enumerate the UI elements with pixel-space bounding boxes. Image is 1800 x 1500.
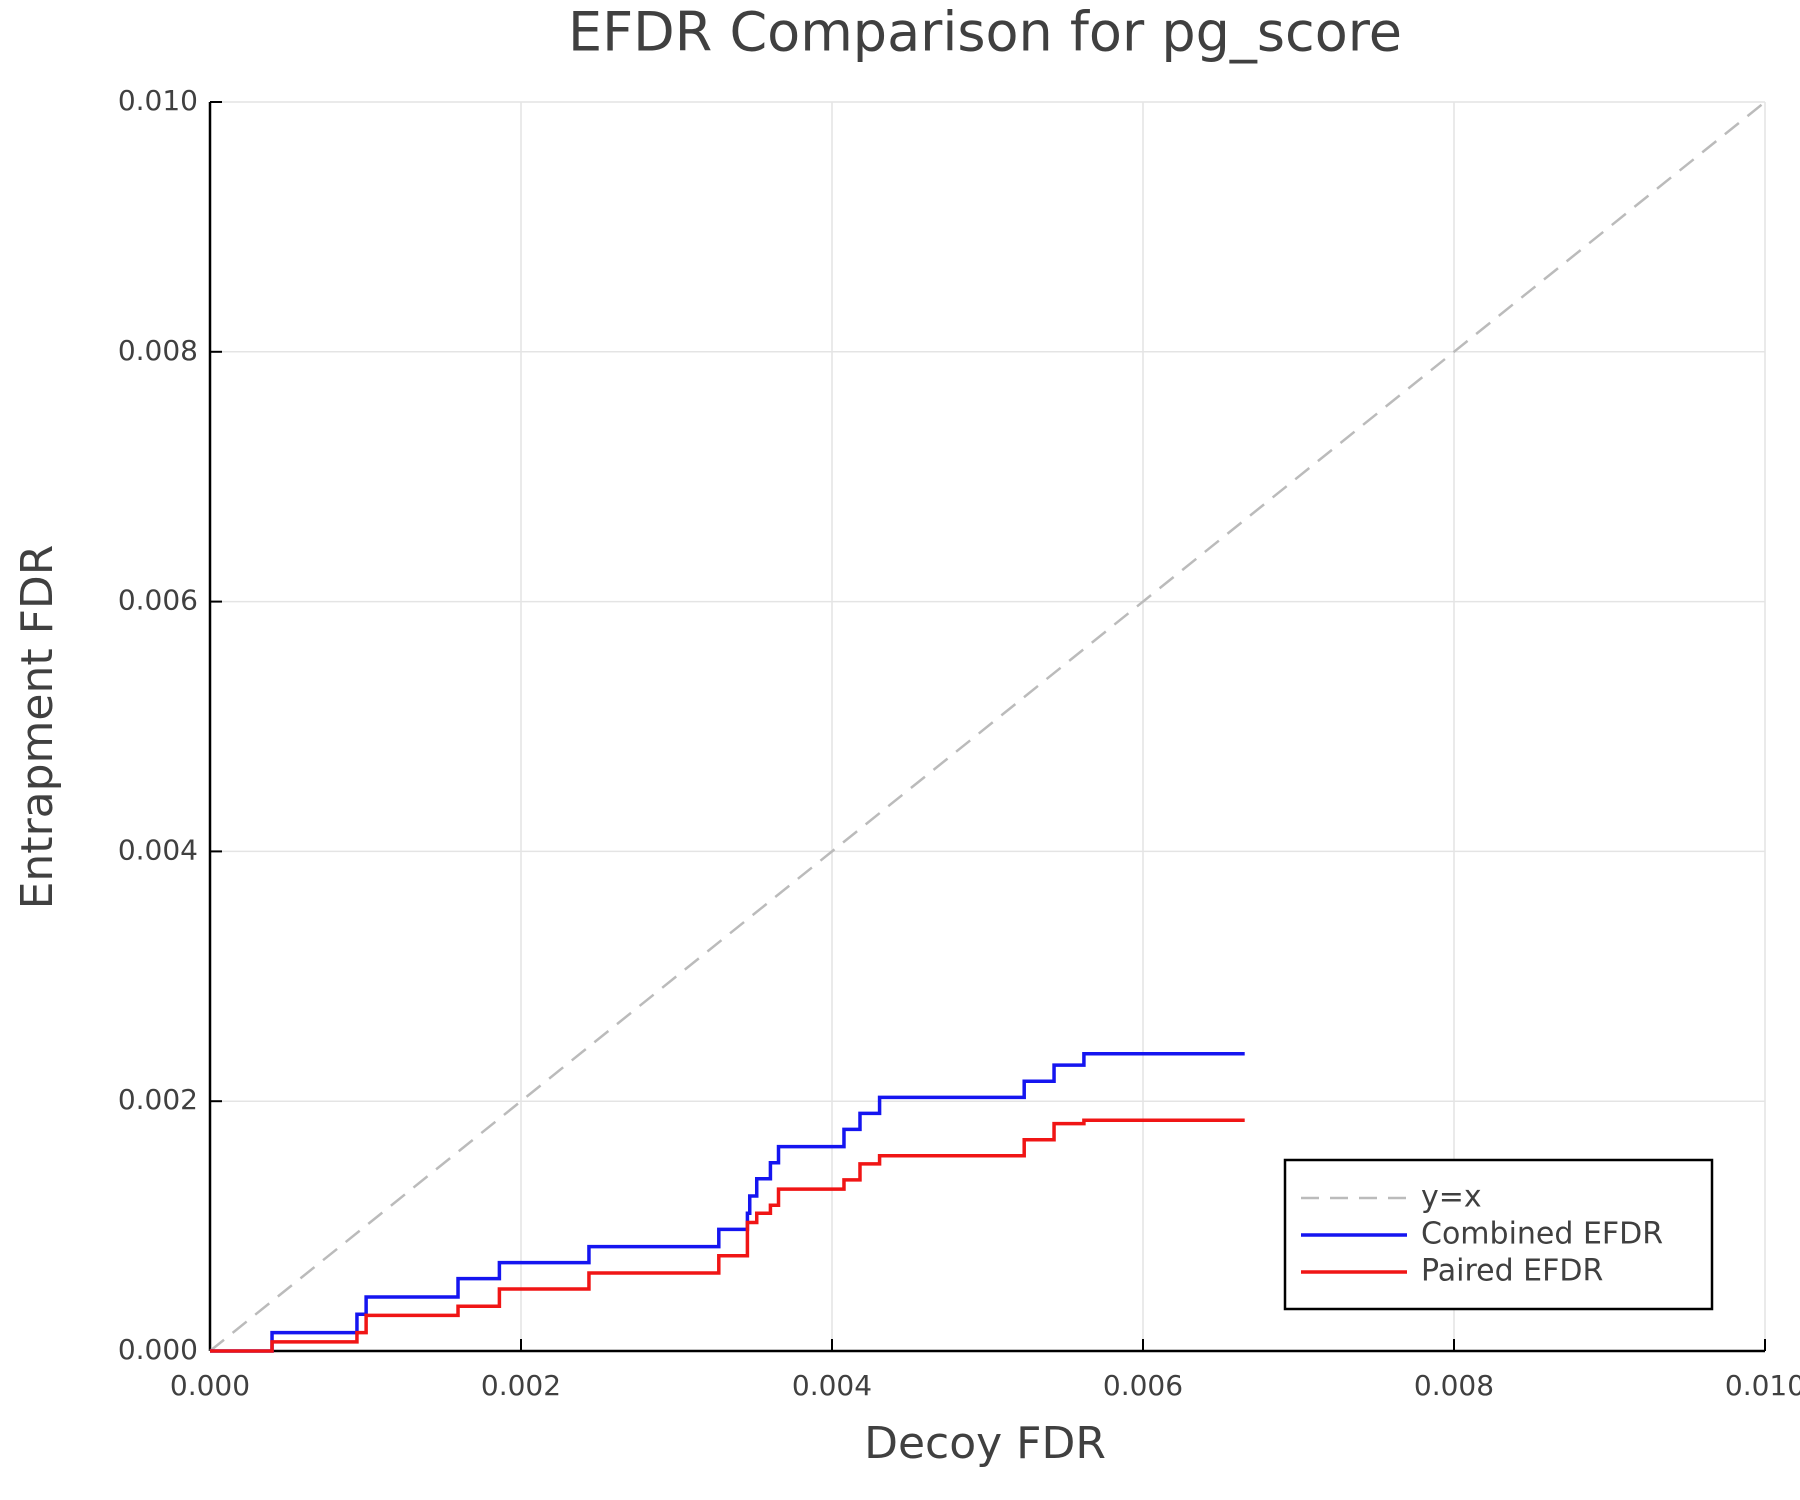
chart-title: EFDR Comparison for pg_score [568,1,1402,64]
y-tick-label: 0.008 [118,334,198,367]
legend-label: Combined EFDR [1421,1217,1663,1252]
x-tick-label: 0.008 [1414,1369,1494,1402]
x-axis-label: Decoy FDR [864,1418,1106,1469]
line [210,1051,1245,1353]
x-tick-label: 0.002 [481,1369,561,1402]
line [209,101,1766,1352]
x-tick-label: 0.000 [170,1369,250,1402]
y-axis-label: Entrapment FDR [12,545,63,910]
y-tick-label: 0.006 [118,584,198,617]
x-tick-label: 0.006 [1103,1369,1183,1402]
y-tick-label: 0.002 [118,1083,198,1116]
line [210,1118,1245,1353]
x-tick-label: 0.004 [792,1369,872,1402]
legend-label: y=x [1421,1180,1482,1215]
y-tick-label: 0.004 [118,833,198,866]
y-tick-label: 0.000 [118,1333,198,1366]
y-tick-label: 0.010 [118,84,198,117]
legend-label: Paired EFDR [1421,1254,1603,1289]
x-tick-label: 0.010 [1725,1369,1800,1402]
